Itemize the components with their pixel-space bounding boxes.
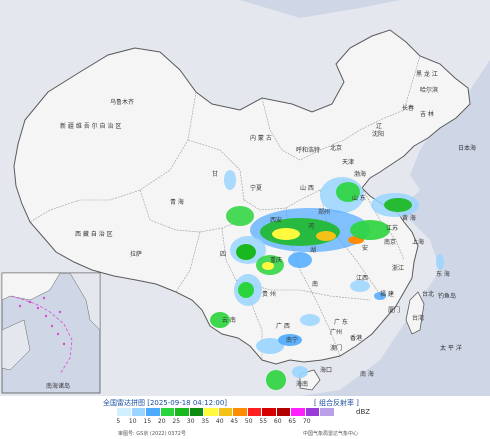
- label-macau: 澳门: [330, 344, 342, 352]
- legend-swatch: [247, 408, 262, 416]
- label-pacific: 太 平 洋: [440, 344, 462, 352]
- label-jilin: 吉 林: [420, 110, 434, 118]
- label-chongqing: 重庆: [270, 256, 282, 264]
- label-zhengzhou: 郑州: [318, 208, 330, 216]
- label-hunan: 南: [312, 280, 318, 288]
- radar-echoes: [210, 170, 444, 390]
- label-jiangsu: 江苏: [386, 224, 398, 232]
- label-jiangxi: 江西: [356, 275, 368, 282]
- legend-swatch: [160, 408, 175, 416]
- legend-ticks: 5 10 15 20 25 30 35 40 45 50 55 60 65 70: [111, 418, 314, 425]
- legend-swatch: [131, 408, 146, 416]
- label-urumqi: 乌鲁木齐: [110, 98, 134, 106]
- legend-swatch: [320, 408, 335, 416]
- legend-tick: 35: [201, 418, 210, 425]
- label-xiaodao: 钓鱼岛: [438, 292, 456, 300]
- label-huanghai: 黄 海: [402, 214, 416, 222]
- label-nanjing: 南京: [384, 238, 396, 246]
- legend-swatch: [233, 408, 248, 416]
- legend-title: 全国雷达拼图 [2025-09-18 04:12:00]: [102, 399, 228, 407]
- label-guangzhou: 广州: [330, 328, 342, 336]
- legend-swatch: [204, 408, 219, 416]
- label-yunnan: 云 南: [222, 316, 236, 324]
- legend-tick: 30: [186, 418, 195, 425]
- label-sichuan: 四: [220, 251, 226, 258]
- legend-swatch: [146, 408, 161, 416]
- label-nanhai: 南 海: [360, 370, 374, 378]
- legend-product: [ 组合反射率 ]: [314, 399, 359, 407]
- label-xizang: 西 藏 自 治 区: [75, 230, 113, 238]
- legend-tick: 15: [143, 418, 152, 425]
- label-guangxi: 广 西: [276, 322, 290, 330]
- label-nanning: 南宁: [286, 336, 298, 344]
- label-guangdong: 广 东: [334, 318, 348, 326]
- label-liaoning: 辽: [376, 122, 382, 130]
- label-taiwan: 台湾: [412, 314, 424, 322]
- legend-unit: dBZ: [356, 408, 371, 416]
- legend-tick: 40: [215, 418, 224, 425]
- legend-tick: 70: [302, 418, 311, 425]
- label-tianjin: 天津: [342, 159, 354, 166]
- legend-tick: 65: [288, 418, 297, 425]
- legend-tick: 10: [128, 418, 137, 425]
- label-taipei: 台北: [422, 290, 434, 298]
- label-east-china-sea: 东 海: [436, 270, 450, 278]
- label-scs-islands: 南海诸岛: [46, 382, 70, 390]
- label-anhui: 安: [362, 244, 368, 252]
- label-guizhou: 贵 州: [262, 290, 276, 298]
- legend-tick: 20: [157, 418, 166, 425]
- footer-approval: 审图号: GS京 (2022) 0372号: [118, 431, 186, 437]
- legend-swatch: [291, 408, 306, 416]
- label-shandong: 山 东: [352, 194, 366, 202]
- legend-panel: 全国雷达拼图 [2025-09-18 04:12:00] [ 组合反射率 ] 5…: [0, 396, 490, 439]
- footer-credit: 中国气象局雷达气象中心: [303, 431, 359, 437]
- legend-swatch: [189, 408, 204, 416]
- label-hainan: 海南: [296, 380, 308, 388]
- label-shanxi: 山 西: [300, 184, 314, 192]
- legend-tick: 60: [273, 418, 282, 425]
- map-labels: 新 疆 维 吾 尔 自 治 区 乌鲁木齐 青 海 西 藏 自 治 区 拉萨 黑 …: [46, 70, 476, 390]
- label-gansu: 甘: [212, 170, 218, 178]
- legend-swatch: [218, 408, 233, 416]
- legend-swatch: [276, 408, 291, 416]
- label-bohai: 渤海: [354, 170, 366, 178]
- legend-swatch: [117, 408, 132, 416]
- label-harbin: 哈尔滨: [420, 86, 438, 94]
- label-shanghai: 上海: [412, 238, 424, 246]
- label-haikou: 海口: [320, 366, 332, 374]
- label-heilongjiang: 黑 龙 江: [416, 70, 438, 78]
- legend-swatch: [262, 408, 277, 416]
- label-qinghai: 青 海: [170, 198, 184, 206]
- south-china-sea-inset: [1, 272, 101, 394]
- legend-swatch: [305, 408, 320, 416]
- legend-swatch: [175, 408, 190, 416]
- legend-tick: 50: [244, 418, 253, 425]
- legend-color-bar: [117, 408, 335, 416]
- label-lhasa: 拉萨: [130, 250, 142, 258]
- label-zhejiang: 浙江: [392, 264, 404, 272]
- taiwan-island: [405, 291, 425, 335]
- legend-tick: 25: [172, 418, 181, 425]
- label-shenyang: 沈阳: [372, 130, 384, 138]
- label-hohhot: 呼和浩特: [296, 146, 320, 154]
- label-riben: 日本海: [458, 144, 476, 152]
- label-hong-kong: 香港: [350, 334, 362, 342]
- legend-tick: 5: [116, 418, 121, 425]
- label-xinjiang: 新 疆 维 吾 尔 自 治 区: [60, 122, 121, 130]
- legend-tick: 55: [259, 418, 268, 425]
- label-ningxia: 宁夏: [250, 184, 262, 192]
- label-xiamen: 厦门: [388, 306, 400, 314]
- label-changchun: 长春: [402, 104, 414, 112]
- label-beijing: 北京: [330, 144, 342, 152]
- legend-tick: 45: [230, 418, 239, 425]
- label-mongolia: 内 蒙 古: [250, 134, 272, 142]
- radar-map: 新 疆 维 吾 尔 自 治 区 乌鲁木齐 青 海 西 藏 自 治 区 拉萨 黑 …: [0, 0, 490, 396]
- label-xian: 西安: [270, 216, 282, 224]
- label-henan: 河: [308, 222, 314, 230]
- label-fujian: 福 建: [380, 290, 394, 298]
- label-hubei: 湖: [310, 246, 316, 254]
